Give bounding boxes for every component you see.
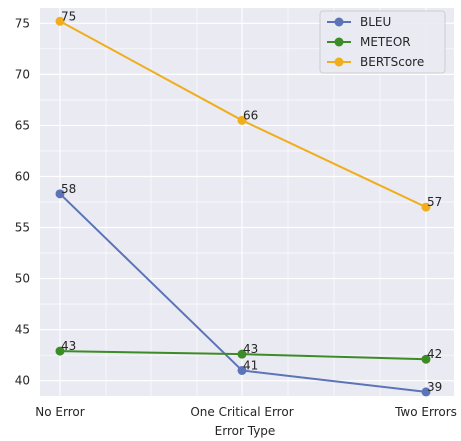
data-point-bertscore xyxy=(421,202,431,212)
data-label-bertscore: 57 xyxy=(427,195,442,209)
x-tick-labels: No Error One Critical Error Two Errors xyxy=(35,405,457,419)
data-point-meteor xyxy=(55,346,65,356)
legend-marker-bertscore xyxy=(334,57,344,67)
legend-marker-meteor xyxy=(334,37,344,47)
y-tick-label: 75 xyxy=(15,16,30,30)
data-label-bleu: 58 xyxy=(61,182,76,196)
data-point-bertscore xyxy=(237,115,247,125)
legend-label-meteor: METEOR xyxy=(360,35,411,49)
data-label-meteor: 43 xyxy=(61,339,76,353)
data-label-bertscore: 75 xyxy=(61,9,76,23)
y-tick-label: 65 xyxy=(15,118,30,132)
y-tick-label: 50 xyxy=(15,272,30,286)
x-tick-label: Two Errors xyxy=(394,405,457,419)
x-tick-label: No Error xyxy=(35,405,84,419)
y-tick-label: 40 xyxy=(15,374,30,388)
data-point-bleu xyxy=(421,387,431,397)
data-point-meteor xyxy=(237,349,247,359)
y-tick-label: 45 xyxy=(15,323,30,337)
grid-lines xyxy=(40,8,454,396)
data-point-meteor xyxy=(421,354,431,364)
data-point-bertscore xyxy=(55,16,65,26)
data-labels-group: 58 41 39 43 43 42 75 66 57 xyxy=(61,9,442,394)
data-label-bleu: 39 xyxy=(427,380,442,394)
legend-marker-bleu xyxy=(334,17,344,27)
legend-label-bleu: BLEU xyxy=(360,15,391,29)
data-point-bleu xyxy=(237,365,247,375)
data-label-meteor: 43 xyxy=(243,342,258,356)
legend-box xyxy=(319,10,446,74)
y-tick-label: 70 xyxy=(15,67,30,81)
legend-label-bertscore: BERTScore xyxy=(360,55,424,69)
x-axis-title: Error Type xyxy=(215,424,276,438)
data-label-bleu: 41 xyxy=(243,358,258,372)
x-tick-label: One Critical Error xyxy=(190,405,293,419)
data-label-meteor: 42 xyxy=(427,347,442,361)
y-tick-labels: 40 45 50 55 60 65 70 75 xyxy=(15,16,30,387)
series-group xyxy=(55,16,431,397)
y-tick-label: 60 xyxy=(15,169,30,183)
data-point-bleu xyxy=(55,189,65,199)
data-label-bertscore: 66 xyxy=(243,108,258,122)
legend: BLEU METEOR BERTScore xyxy=(319,10,446,74)
y-tick-label: 55 xyxy=(15,221,30,235)
